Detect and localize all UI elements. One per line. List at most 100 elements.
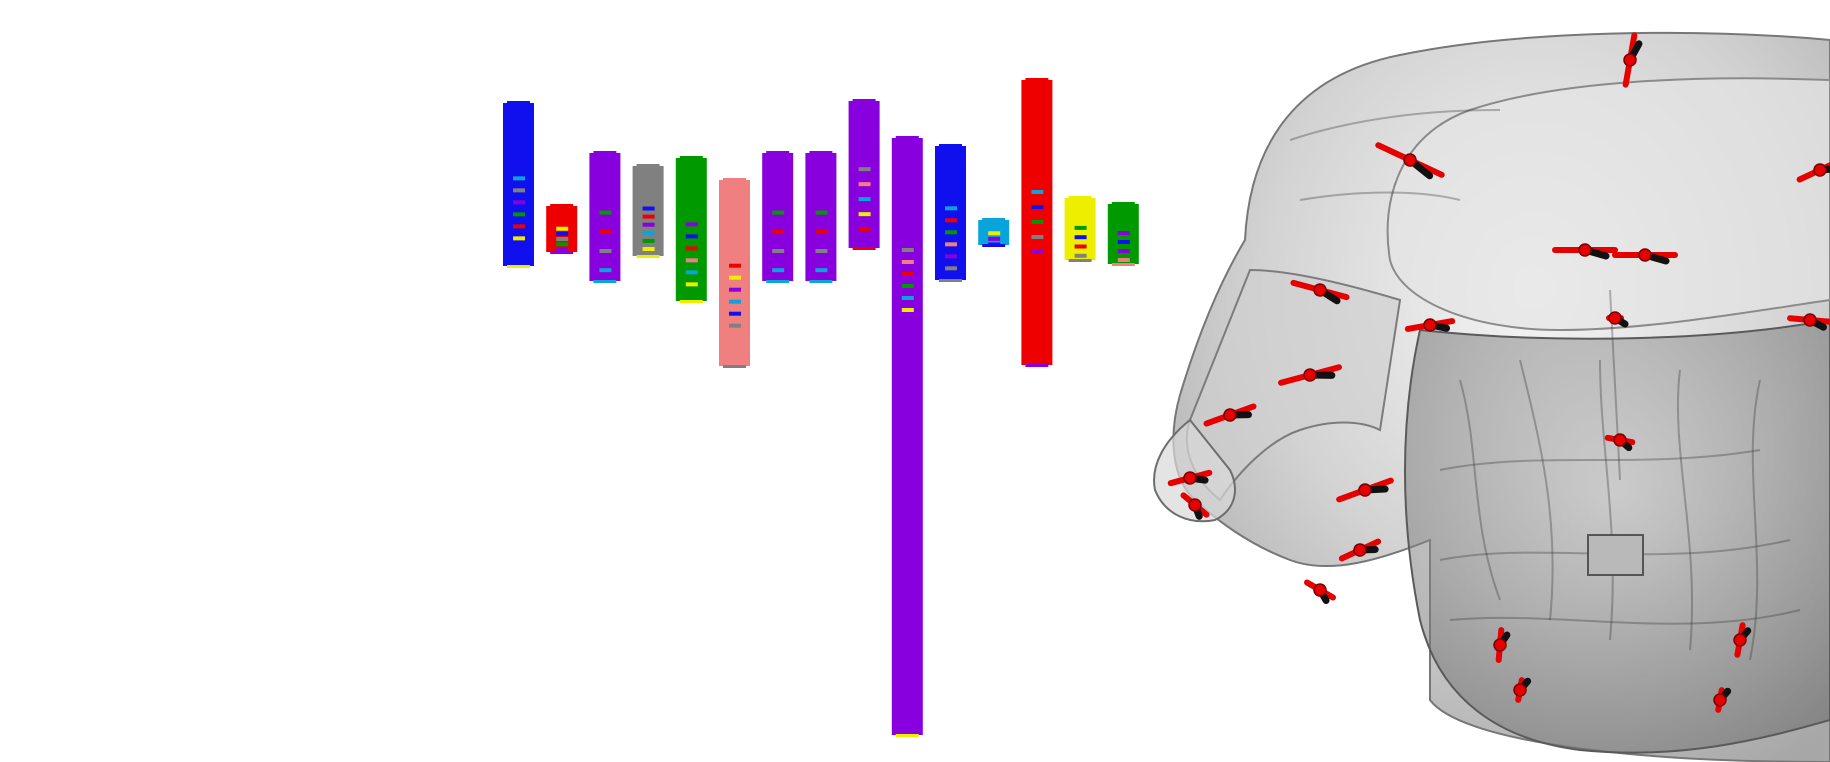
electrode-pin[interactable]	[1612, 248, 1678, 265]
electrode-pin[interactable]	[1606, 311, 1629, 328]
strip-top-cap	[723, 178, 746, 181]
strip-contact-mark	[901, 272, 914, 276]
electrode-strip[interactable]	[1064, 196, 1096, 262]
electrode-contact	[1608, 311, 1622, 325]
strip-body	[719, 180, 750, 366]
electrode-pin[interactable]	[1787, 312, 1830, 331]
electrode-pin[interactable]	[1167, 467, 1213, 489]
strip-contact-mark	[772, 268, 785, 273]
electrode-pin[interactable]	[1493, 627, 1511, 663]
electrode-contact	[1403, 153, 1417, 167]
electrode-strip[interactable]	[719, 178, 750, 368]
strip-contact-mark	[513, 200, 525, 205]
strip-contact-mark	[945, 242, 957, 247]
electrode-strip[interactable]	[935, 144, 966, 282]
electrode-pin[interactable]	[1203, 401, 1257, 429]
strip-contact-mark	[599, 229, 612, 234]
electrode-pin[interactable]	[1290, 277, 1350, 305]
electrode-contact	[1578, 243, 1592, 257]
electrode-contact	[1223, 408, 1237, 422]
skull-snout	[1153, 418, 1236, 523]
electrode-pin[interactable]	[1278, 361, 1342, 388]
strip-top-cap	[895, 136, 919, 139]
strip-bottom-cap	[593, 280, 617, 283]
electrode-strip[interactable]	[503, 101, 534, 268]
strip-contact-mark	[642, 206, 655, 211]
strip-top-cap	[982, 218, 1006, 221]
strip-contact-mark	[729, 263, 741, 268]
electrode-contact	[1733, 633, 1747, 647]
strip-top-cap	[593, 151, 617, 154]
strip-contact-mark	[772, 210, 785, 215]
strip-top-cap	[550, 204, 574, 207]
strip-contact-mark	[513, 224, 525, 229]
electrode-pin[interactable]	[1731, 622, 1752, 658]
strip-contact-mark	[642, 230, 655, 235]
electrode-strip[interactable]	[891, 136, 923, 737]
electrode-pin[interactable]	[1620, 32, 1643, 88]
strip-bottom-cap	[1111, 263, 1135, 266]
strip-contact-mark	[599, 210, 612, 215]
strip-contact-mark	[1117, 240, 1130, 244]
strip-contact-mark	[945, 254, 957, 259]
strip-bottom-cap	[679, 300, 703, 303]
skull-vertebra-block	[1587, 534, 1644, 576]
strip-contact-mark	[901, 284, 914, 288]
electrode-strip[interactable]	[675, 156, 707, 303]
strip-contact-mark	[945, 266, 957, 271]
strip-contact-mark	[556, 247, 569, 252]
strip-contact-mark	[988, 242, 1001, 247]
strip-contact-mark	[945, 206, 957, 211]
strip-contact-mark	[685, 234, 698, 239]
strip-body	[935, 146, 966, 280]
electrode-contact	[1613, 433, 1627, 447]
electrode-strip[interactable]	[589, 151, 621, 283]
electrode-strip[interactable]	[546, 204, 578, 254]
strip-bottom-cap	[723, 365, 746, 368]
strip-contact-mark	[729, 311, 741, 316]
strip-top-cap	[679, 156, 703, 159]
strip-body	[805, 153, 837, 281]
electrode-strip[interactable]	[1107, 202, 1139, 266]
strip-contact-mark	[642, 222, 655, 227]
electrode-strip[interactable]	[1021, 78, 1053, 367]
strip-contact-mark	[901, 260, 914, 264]
electrode-pin[interactable]	[1336, 475, 1394, 505]
electrode-pins[interactable]	[1167, 32, 1830, 713]
strip-bottom-cap	[507, 265, 530, 268]
electrode-contact	[1313, 283, 1327, 297]
strip-contact-mark	[1031, 220, 1044, 224]
electrode-pin[interactable]	[1180, 491, 1211, 520]
skull-model[interactable]	[1153, 31, 1830, 762]
electrode-pin[interactable]	[1604, 432, 1636, 452]
electrode-strip[interactable]	[805, 151, 837, 283]
electrode-pin[interactable]	[1404, 315, 1456, 335]
electrode-pin[interactable]	[1712, 687, 1732, 713]
strip-body	[891, 138, 923, 735]
electrode-pin[interactable]	[1375, 140, 1445, 180]
strip-bottom-cap	[1025, 364, 1049, 367]
strip-contact-mark	[945, 230, 957, 235]
electrode-contact	[1188, 498, 1202, 512]
strip-contact-mark	[858, 197, 871, 202]
strip-top-cap	[809, 151, 833, 154]
strip-contact-mark	[729, 275, 741, 280]
strip-contact-mark	[685, 258, 698, 263]
electrode-contact	[1713, 693, 1727, 707]
strip-contact-mark	[815, 249, 828, 253]
electrode-pin[interactable]	[1552, 243, 1618, 260]
electrode-pin[interactable]	[1512, 677, 1532, 703]
electrode-strip[interactable]	[978, 218, 1010, 247]
strip-top-cap	[636, 164, 660, 167]
electrode-strip[interactable]	[848, 99, 880, 250]
electrode-pin[interactable]	[1304, 577, 1336, 604]
electrode-contact	[1513, 683, 1527, 697]
strip-contact-mark	[1074, 244, 1087, 249]
electrode-pin[interactable]	[1796, 155, 1830, 185]
electrode-strip[interactable]	[632, 164, 664, 258]
electrode-strip[interactable]	[762, 151, 794, 283]
strip-contact-mark	[858, 167, 871, 172]
electrode-pin[interactable]	[1338, 536, 1382, 564]
